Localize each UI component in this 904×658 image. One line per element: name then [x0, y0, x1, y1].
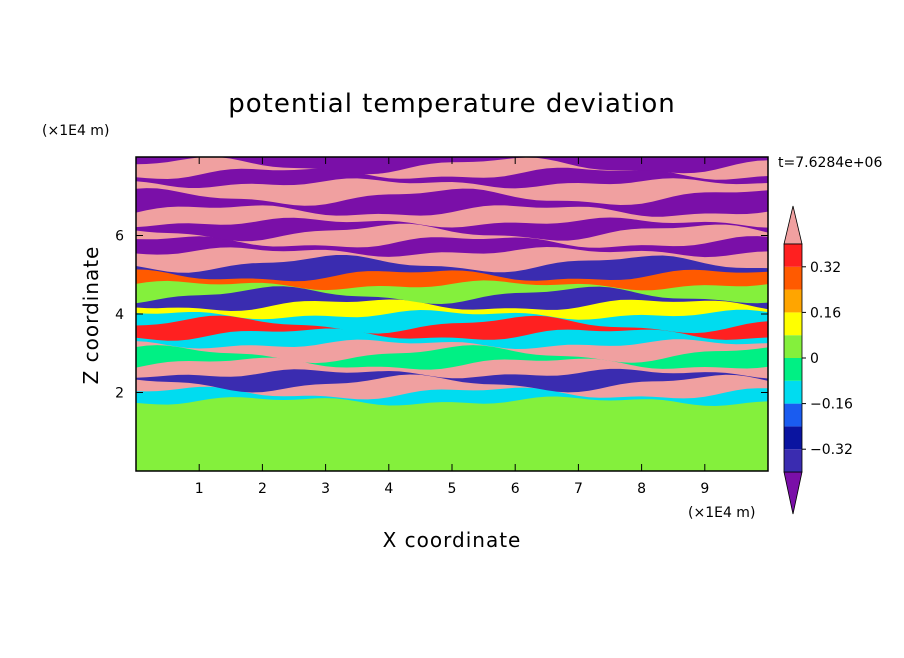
y-axis-label: Z coordinate: [79, 246, 103, 385]
colorbar-extend-max: [783, 205, 803, 245]
heatmap-band: [136, 157, 768, 175]
colorbar-segment: [784, 380, 802, 404]
colorbar-segment: [784, 335, 802, 358]
colorbar-tick-label: 0: [810, 351, 819, 367]
x-axis-unit: (×1E4 m): [688, 505, 755, 521]
x-tick-label: 4: [384, 481, 393, 497]
colorbar-tick-label: 0.32: [810, 260, 841, 276]
x-axis-ticks: 1 2 3 4 5 6 7 8 9: [195, 157, 709, 497]
x-axis-label: X coordinate: [383, 528, 522, 552]
colorbar-segment: [784, 244, 802, 267]
y-tick-label: 4: [115, 307, 124, 323]
colorbar-segment: [784, 426, 802, 450]
heatmap-field: [136, 157, 768, 471]
colorbar-tick-label: −0.16: [810, 397, 853, 413]
colorbar-segment: [784, 266, 802, 290]
x-tick-label: 8: [637, 481, 646, 497]
x-tick-label: 7: [574, 481, 583, 497]
colorbar-segment: [784, 312, 802, 336]
y-axis-ticks: 2 4 6: [115, 229, 768, 402]
x-tick-label: 1: [195, 481, 204, 497]
y-tick-label: 6: [115, 229, 124, 245]
y-tick-label: 2: [115, 386, 124, 402]
x-tick-label: 5: [448, 481, 457, 497]
colorbar-extend-min: [783, 471, 803, 515]
colorbar-segment: [784, 403, 802, 427]
colorbar-tick-label: −0.32: [810, 442, 853, 458]
time-label: t=7.6284e+06: [778, 155, 882, 171]
x-tick-label: 6: [511, 481, 520, 497]
colorbar-segment: [784, 358, 802, 381]
colorbar-segment: [784, 289, 802, 313]
y-axis-unit: (×1E4 m): [42, 123, 109, 139]
x-tick-label: 9: [700, 481, 709, 497]
x-tick-label: 3: [321, 481, 330, 497]
x-tick-label: 2: [258, 481, 267, 497]
colorbar-segment: [784, 449, 802, 472]
chart-title: potential temperature deviation: [228, 89, 675, 119]
colorbar: 0.32 0.16 0 −0.16 −0.32: [783, 205, 853, 515]
colorbar-tick-label: 0.16: [810, 305, 841, 321]
